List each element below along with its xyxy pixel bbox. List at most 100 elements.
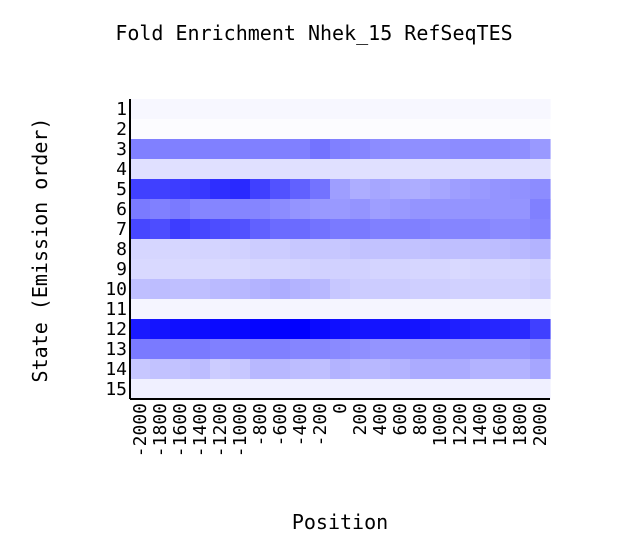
heatmap-cell: [250, 99, 271, 120]
heatmap-cell: [470, 99, 491, 120]
heatmap-cell: [310, 179, 331, 200]
heatmap-cell: [390, 99, 411, 120]
heatmap-cell: [370, 239, 391, 260]
heatmap-cell: [430, 179, 451, 200]
heatmap-cell: [130, 319, 151, 340]
heatmap-cell: [430, 259, 451, 280]
heatmap-cell: [150, 299, 171, 320]
heatmap-cell: [450, 319, 471, 340]
heatmap-cell: [170, 159, 191, 180]
heatmap-cell: [230, 179, 251, 200]
heatmap-cell: [130, 239, 151, 260]
heatmap-cell: [150, 379, 171, 400]
heatmap-cell: [310, 99, 331, 120]
y-tick-label: 15: [105, 379, 127, 400]
heatmap-cell: [530, 339, 551, 360]
heatmap-cell: [270, 99, 291, 120]
heatmap-cell: [310, 359, 331, 380]
heatmap-cell: [370, 379, 391, 400]
heatmap-cell: [230, 119, 251, 140]
heatmap-cell: [430, 279, 451, 300]
heatmap-cell: [430, 379, 451, 400]
heatmap-cell: [510, 279, 531, 300]
heatmap-cell: [270, 279, 291, 300]
x-tick-label: -1800: [150, 403, 171, 457]
x-tick-label: -1000: [230, 403, 251, 457]
y-tick-label: 10: [105, 279, 127, 300]
heatmap-cell: [450, 219, 471, 240]
heatmap-cell: [270, 299, 291, 320]
heatmap-cell: [150, 179, 171, 200]
heatmap-cell: [510, 219, 531, 240]
heatmap-cell: [490, 99, 511, 120]
heatmap-cell: [150, 199, 171, 220]
heatmap-cell: [290, 99, 311, 120]
heatmap-cell: [290, 359, 311, 380]
heatmap-cell: [370, 359, 391, 380]
heatmap-cell: [310, 119, 331, 140]
heatmap-cell: [510, 139, 531, 160]
y-axis-label: State (Emission order): [28, 118, 52, 383]
heatmap-cell: [130, 219, 151, 240]
heatmap-cell: [430, 299, 451, 320]
x-tick-label: 2000: [530, 403, 551, 446]
x-tick-label: -1400: [190, 403, 211, 457]
y-tick-label: 13: [105, 339, 127, 360]
heatmap-cell: [170, 119, 191, 140]
heatmap-cell: [370, 179, 391, 200]
chart-title: Fold Enrichment Nhek_15 RefSeqTES: [115, 21, 512, 45]
heatmap-cell: [170, 239, 191, 260]
heatmap-cell: [330, 339, 351, 360]
heatmap-cell: [350, 299, 371, 320]
heatmap-cell: [290, 199, 311, 220]
heatmap-cell: [510, 319, 531, 340]
heatmap-cell: [150, 359, 171, 380]
heatmap-cell: [190, 339, 211, 360]
heatmap-cell: [490, 199, 511, 220]
x-tick-label: -200: [310, 403, 331, 446]
heatmap-cell: [290, 279, 311, 300]
heatmap-cell: [510, 339, 531, 360]
heatmap-cell: [250, 159, 271, 180]
heatmap-cell: [410, 339, 431, 360]
heatmap-cell: [350, 219, 371, 240]
heatmap-cell: [230, 239, 251, 260]
heatmap-cell: [190, 279, 211, 300]
heatmap-cell: [310, 239, 331, 260]
heatmap-cell: [310, 319, 331, 340]
heatmap-cell: [490, 159, 511, 180]
heatmap-cell: [490, 139, 511, 160]
heatmap-cell: [370, 139, 391, 160]
heatmap-cell: [450, 339, 471, 360]
x-tick-label: 1800: [510, 403, 531, 446]
heatmap-cell: [230, 339, 251, 360]
x-tick-label: -400: [290, 403, 311, 446]
heatmap-cell: [190, 139, 211, 160]
heatmap-cell: [390, 319, 411, 340]
y-tick-label: 2: [116, 119, 127, 140]
heatmap-cell: [530, 359, 551, 380]
heatmap-cell: [190, 179, 211, 200]
heatmap-cell: [290, 379, 311, 400]
heatmap-cell: [410, 199, 431, 220]
heatmap-cell: [510, 179, 531, 200]
heatmap-cell: [250, 339, 271, 360]
heatmap-cell: [130, 119, 151, 140]
heatmap-cell: [290, 259, 311, 280]
heatmap-cell: [470, 339, 491, 360]
heatmap-cell: [370, 279, 391, 300]
heatmap-cell: [250, 359, 271, 380]
heatmap-cell: [230, 299, 251, 320]
heatmap-cell: [350, 339, 371, 360]
heatmap-cell: [470, 359, 491, 380]
heatmap-cell: [430, 139, 451, 160]
heatmap-cell: [410, 159, 431, 180]
heatmap-cell: [210, 359, 231, 380]
heatmap-cell: [530, 179, 551, 200]
heatmap-cell: [490, 339, 511, 360]
heatmap-cell: [410, 219, 431, 240]
heatmap-cell: [210, 319, 231, 340]
heatmap-cell: [210, 179, 231, 200]
